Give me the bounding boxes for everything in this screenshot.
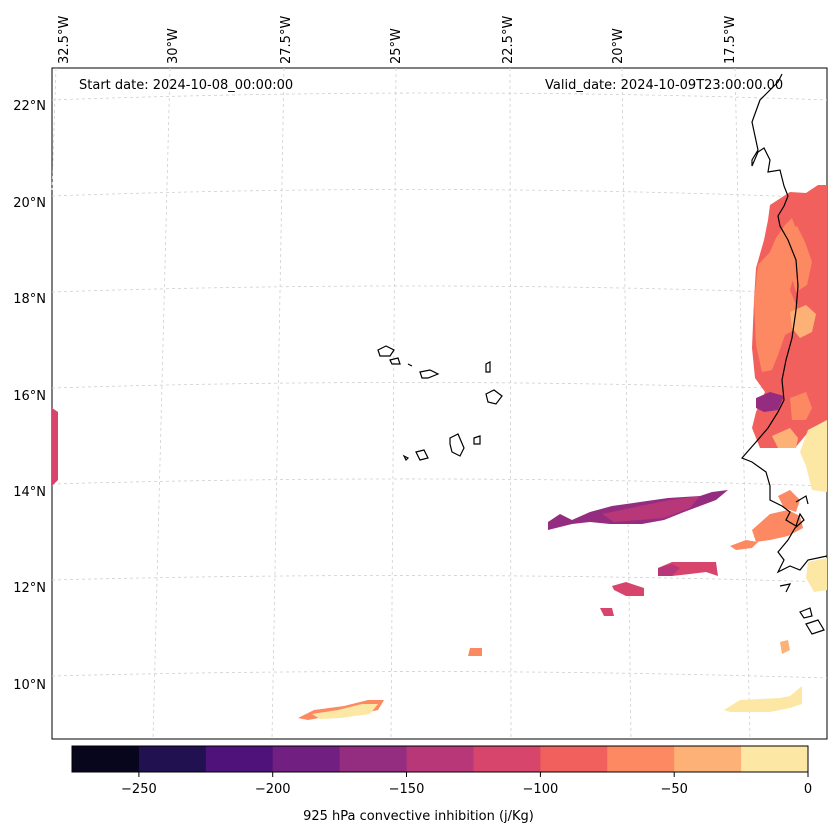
colorbar-segment <box>272 746 341 772</box>
lon-label: 30°W <box>166 28 181 64</box>
lat-label: 18°N <box>13 292 46 307</box>
colorbar-segment <box>138 746 207 772</box>
lat-labels: 22°N 20°N 18°N 16°N 14°N 12°N 10°N <box>13 99 46 693</box>
lon-label: 32.5°W <box>57 16 72 64</box>
start-date-label: Start date: 2024-10-08_00:00:00 <box>79 78 294 93</box>
colorbar <box>72 746 809 772</box>
valid-date-label: Valid_date: 2024-10-09T23:00:00.00 <box>545 78 784 93</box>
gridlines <box>51 67 828 740</box>
map-frame <box>51 67 828 740</box>
lat-label: 20°N <box>13 196 46 211</box>
colorbar-segment <box>473 746 541 772</box>
lat-label: 22°N <box>13 99 46 114</box>
lat-label: 16°N <box>13 389 46 404</box>
colorbar-tick-label: −100 <box>523 782 559 797</box>
lat-label: 12°N <box>13 581 46 596</box>
colorbar-segment <box>607 746 675 772</box>
coastlines <box>377 73 828 635</box>
colorbar-segment <box>540 746 608 772</box>
colorbar-tick-label: 0 <box>804 782 812 797</box>
lat-label: 14°N <box>13 485 46 500</box>
colorbar-title: 925 hPa convective inhibition (j/Kg) <box>303 809 534 824</box>
colorbar-segment <box>339 746 408 772</box>
colorbar-tick-label: −200 <box>255 782 291 797</box>
colorbar-segment <box>72 746 140 772</box>
colorbar-ticks: −250 −200 −150 −100 −50 0 <box>121 772 812 797</box>
cin-field <box>52 185 827 720</box>
lon-label: 22.5°W <box>501 16 516 64</box>
lon-label: 27.5°W <box>279 16 294 64</box>
lon-labels: 32.5°W 30°W 27.5°W 25°W 22.5°W 20°W 17.5… <box>57 16 738 64</box>
colorbar-tick-label: −150 <box>389 782 425 797</box>
lat-label: 10°N <box>13 678 46 693</box>
lon-label: 20°W <box>611 28 626 64</box>
colorbar-segment <box>205 746 274 772</box>
colorbar-frame <box>71 745 809 773</box>
colorbar-tick-label: −250 <box>121 782 157 797</box>
colorbar-segment <box>674 746 742 772</box>
colorbar-segment <box>741 746 809 772</box>
lon-label: 17.5°W <box>723 16 738 64</box>
colorbar-tick-label: −50 <box>660 782 687 797</box>
colorbar-segment <box>406 746 474 772</box>
lon-label: 25°W <box>389 28 404 64</box>
